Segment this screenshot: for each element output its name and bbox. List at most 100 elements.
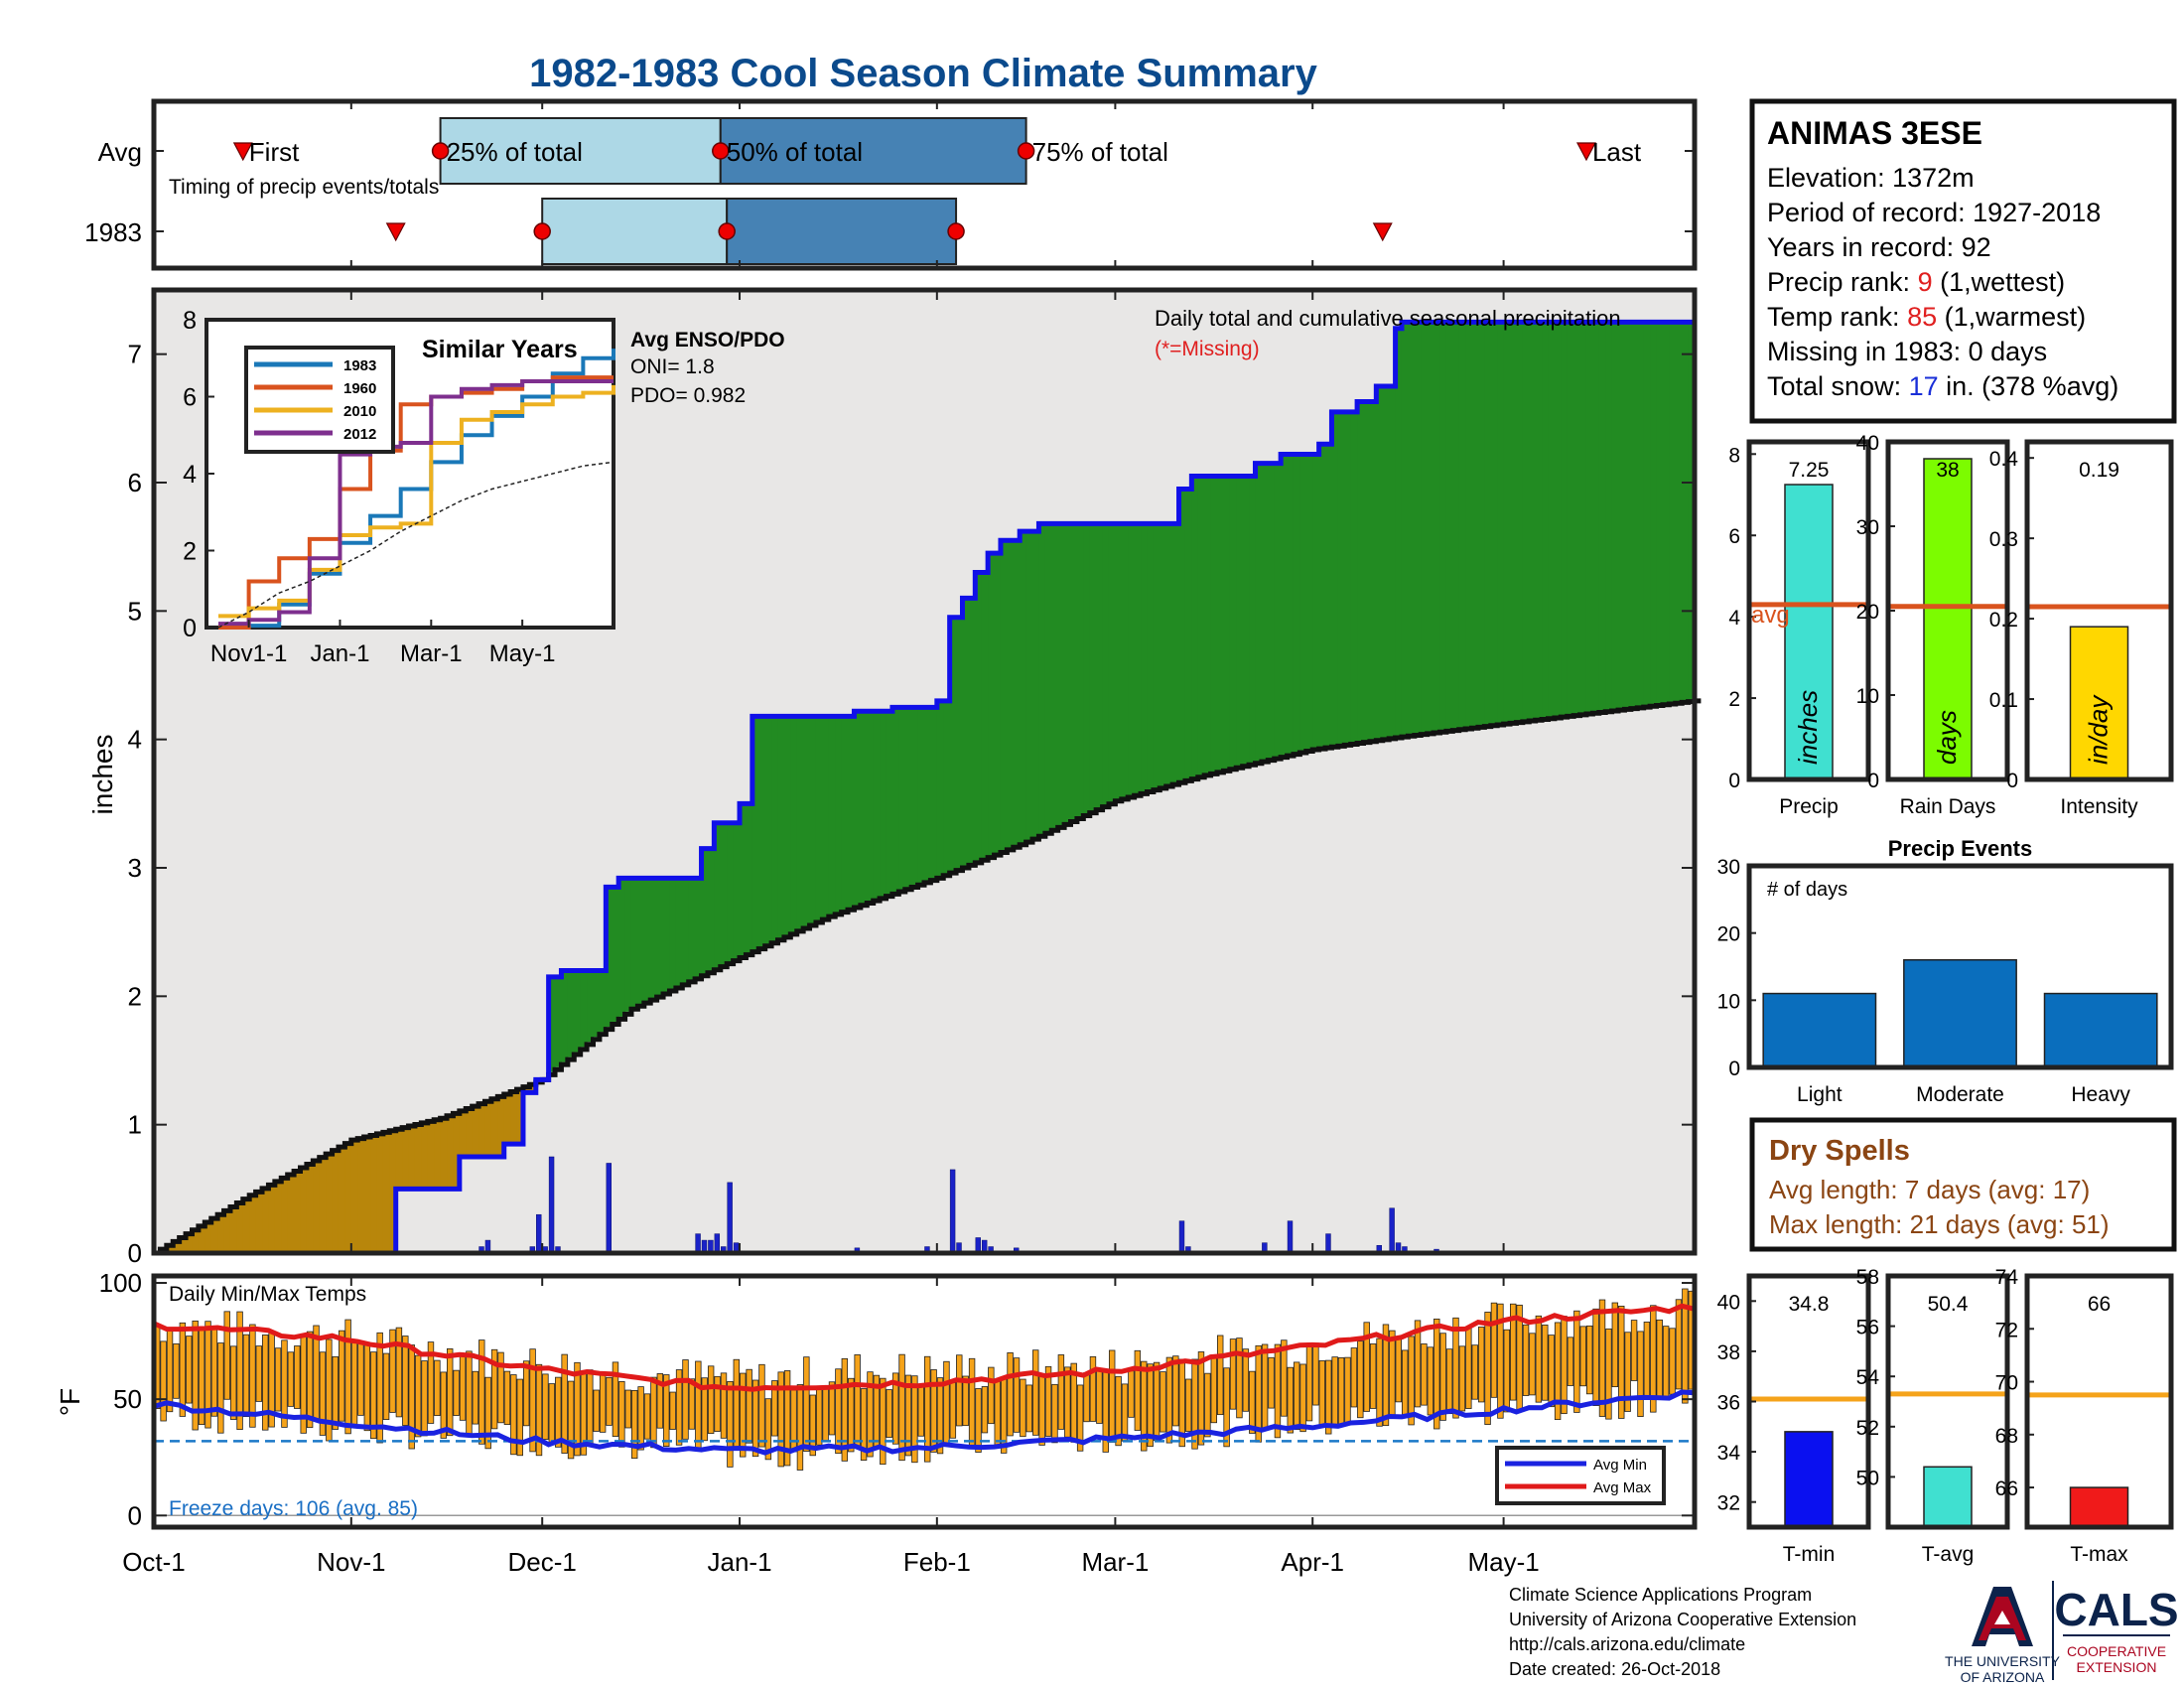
main-y-tick-label: 1	[128, 1110, 142, 1140]
cumulative-difference-fill	[1312, 454, 1320, 750]
daily-temp-bar	[1675, 1299, 1683, 1390]
daily-temp-bar	[503, 1370, 511, 1426]
cumulative-difference-fill	[1268, 463, 1276, 760]
cumulative-difference-fill	[1293, 454, 1300, 754]
cumulative-difference-fill	[357, 1137, 365, 1253]
timing-row-label-avg: Avg	[98, 137, 142, 167]
cumulative-difference-fill	[440, 1116, 448, 1190]
similar-years-inset: 0 2 4 6 8 Nov1-1 Jan-1 Mar-1 May-1 Similar Years…	[183, 307, 615, 667]
daily-temp-bar	[1567, 1336, 1574, 1386]
daily-temp-bar	[542, 1373, 549, 1441]
cumulative-difference-fill	[1408, 322, 1416, 736]
cumulative-difference-fill	[1325, 444, 1333, 748]
daily-temp-bar	[1318, 1360, 1326, 1428]
cumulative-difference-fill	[860, 711, 868, 905]
daily-temp-bar	[1096, 1368, 1103, 1424]
small-bar-y-tick-label: 0	[1867, 770, 1879, 792]
month-tick-label: Mar-1	[1081, 1547, 1149, 1577]
inset-y-tick-label: 2	[183, 538, 197, 566]
cumulative-fills	[154, 322, 1696, 1253]
cumulative-difference-fill	[1357, 401, 1365, 744]
cumulative-difference-fill	[229, 1204, 237, 1253]
cumulative-difference-fill	[1542, 322, 1550, 720]
daily-temp-bar	[764, 1398, 772, 1461]
timing-first-last-marker	[385, 222, 406, 242]
daily-temp-bar	[414, 1354, 422, 1438]
daily-temp-bar	[618, 1381, 625, 1448]
inset-x-tick-label: Mar-1	[400, 640, 463, 667]
daily-temp-bar	[350, 1341, 358, 1429]
events-y-label: # of days	[1767, 879, 1847, 901]
small-bar	[2069, 1486, 2129, 1528]
daily-temp-bar	[682, 1359, 689, 1440]
small-bar-unit-label: inches	[1793, 690, 1823, 765]
cumulative-difference-fill	[1261, 463, 1269, 762]
daily-temp-bar	[382, 1352, 390, 1421]
cumulative-difference-fill	[223, 1208, 231, 1253]
daily-temp-bar	[1529, 1333, 1536, 1396]
cumulative-difference-fill	[389, 1129, 397, 1253]
daily-temp-bar	[1007, 1351, 1014, 1437]
cumulative-difference-fill	[1579, 322, 1587, 715]
cumulative-difference-fill	[173, 1239, 181, 1253]
tavg-bar-chart: 50 52 54 56 58 50.4 T-avg	[1856, 1266, 2010, 1566]
small-bar-value-label: 7.25	[1789, 459, 1830, 482]
cumulative-difference-fill	[624, 878, 632, 1012]
cumulative-difference-fill	[166, 1243, 174, 1253]
cumulative-difference-fill	[1554, 322, 1562, 718]
daily-temp-bar	[1471, 1344, 1478, 1400]
daily-temp-bar	[783, 1370, 791, 1467]
daily-temp-bar	[968, 1357, 976, 1446]
cumulative-difference-fill	[427, 1120, 435, 1190]
events-y-tick-label: 20	[1717, 923, 1740, 946]
cumulative-difference-fill	[1249, 476, 1257, 765]
cumulative-difference-fill	[1598, 322, 1606, 713]
small-bar-y-tick-label: 2	[1728, 688, 1740, 711]
timing-panel: First 25% of total 50% of total 75% of tota…	[84, 98, 1698, 271]
legend-label-1960: 1960	[343, 380, 376, 397]
main-y-tick-label: 3	[128, 853, 142, 883]
daily-temp-bar	[1153, 1361, 1160, 1441]
daily-temp-bar	[1669, 1328, 1676, 1395]
daily-temp-bar	[956, 1354, 963, 1427]
main-y-label: inches	[87, 735, 118, 815]
cumulative-difference-fill	[1389, 386, 1397, 739]
university-logo: THE UNIVERSITY OF ARIZONA CALS COOPERATI…	[1945, 1581, 2179, 1685]
cumulative-difference-fill	[1255, 463, 1263, 763]
temp-y-tick-label: 50	[113, 1384, 142, 1414]
daily-temp-bar	[1350, 1347, 1358, 1408]
cumulative-difference-fill	[1223, 476, 1231, 771]
cumulative-difference-fill	[382, 1131, 390, 1253]
daily-temp-bar	[440, 1371, 448, 1439]
daily-temp-bar	[975, 1388, 982, 1453]
temps-legend: Avg Min Avg Max	[1495, 1446, 1666, 1505]
cumulative-difference-fill	[612, 887, 619, 1022]
cumulative-difference-fill	[733, 822, 741, 960]
daily-temp-bar	[262, 1335, 269, 1431]
daily-temp-bar	[192, 1320, 199, 1431]
cumulative-difference-fill	[338, 1145, 345, 1253]
daily-temp-bar	[1579, 1326, 1586, 1387]
daily-temp-bar	[1184, 1378, 1192, 1432]
temp-y-ticks: 0 50 100	[99, 1268, 1695, 1530]
cumulative-difference-fill	[630, 878, 639, 1008]
main-y-tick-label: 2	[128, 981, 142, 1011]
cumulative-difference-fill	[1000, 540, 1008, 852]
daily-temp-bar	[1369, 1343, 1377, 1409]
cumulative-difference-fill	[242, 1196, 250, 1253]
cumulative-difference-fill	[478, 1102, 486, 1157]
timing-box-25-50	[541, 198, 729, 265]
cumulative-difference-fill	[414, 1123, 422, 1190]
station-precip-rank: Precip rank: 9 (1,wettest)	[1767, 267, 2065, 297]
daily-temp-bar	[357, 1342, 364, 1416]
daily-temp-bar	[707, 1365, 715, 1434]
daily-temp-bar	[1331, 1356, 1338, 1428]
timing-row-label-1983: 1983	[84, 217, 142, 247]
cumulative-difference-fill	[370, 1134, 378, 1253]
station-missing: Missing in 1983: 0 days	[1767, 337, 2047, 366]
small-bar-y-tick-label: 74	[1995, 1266, 2019, 1289]
cumulative-difference-fill	[1522, 322, 1530, 722]
cumulative-difference-fill	[701, 848, 709, 975]
avg-max-line	[152, 1303, 1696, 1392]
cumulative-difference-fill	[1147, 523, 1155, 791]
